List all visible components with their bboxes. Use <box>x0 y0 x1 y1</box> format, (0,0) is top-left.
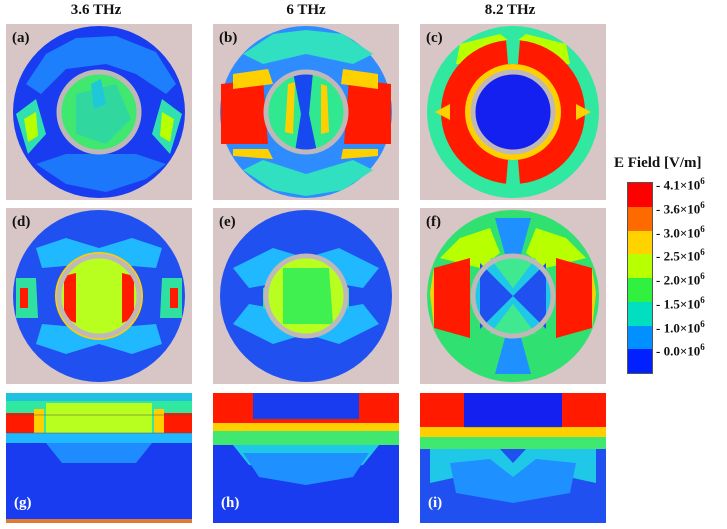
panel-label-b: (b) <box>219 30 238 46</box>
column-title-2: 6 THz <box>286 2 326 18</box>
colorbar-tick-label: - 3.0×106 <box>656 223 705 240</box>
field-panel-i <box>420 393 606 523</box>
field-panel-f <box>420 208 606 384</box>
colorbar <box>627 182 653 374</box>
colorbar-segment <box>628 301 652 326</box>
colorbar-segment <box>628 206 652 231</box>
field-panel-c <box>420 24 606 200</box>
panel-label-h: (h) <box>221 495 240 511</box>
panel-label-e: (e) <box>219 214 236 230</box>
panel-label-d: (d) <box>12 214 31 230</box>
field-panel-h <box>213 393 399 523</box>
colorbar-segment <box>628 254 652 278</box>
field-panel-b <box>213 24 399 200</box>
colorbar-tick-label: - 4.1×106 <box>656 176 705 193</box>
panel-label-a: (a) <box>12 30 30 46</box>
colorbar-segment <box>628 183 652 207</box>
field-panel-d <box>6 208 192 384</box>
colorbar-tick-label: - 1.5×106 <box>656 294 705 312</box>
column-title-1: 3.6 THz <box>70 2 122 18</box>
panel-label-i: (i) <box>428 495 443 511</box>
legend-title: E Field [V/m] <box>614 155 702 171</box>
panel-label-g: (g) <box>14 495 32 511</box>
field-panel-a <box>6 24 192 200</box>
colorbar-segment <box>628 230 652 255</box>
panel-label-c: (c) <box>426 30 443 46</box>
field-panel-g <box>6 393 192 523</box>
colorbar-tick-label: - 2.5×106 <box>656 247 705 264</box>
colorbar-tick-label: - 0.0×106 <box>656 342 705 359</box>
colorbar-segment <box>628 325 652 350</box>
column-title-3: 8.2 THz <box>484 2 536 18</box>
colorbar-segment <box>628 349 652 373</box>
colorbar-tick-label: - 3.6×106 <box>656 199 705 217</box>
panel-label-f: (f) <box>426 214 441 230</box>
colorbar-segment <box>628 278 652 302</box>
colorbar-tick-label: - 1.0×106 <box>656 318 705 335</box>
field-panel-e <box>213 208 399 384</box>
colorbar-tick-label: - 2.0×106 <box>656 271 705 288</box>
